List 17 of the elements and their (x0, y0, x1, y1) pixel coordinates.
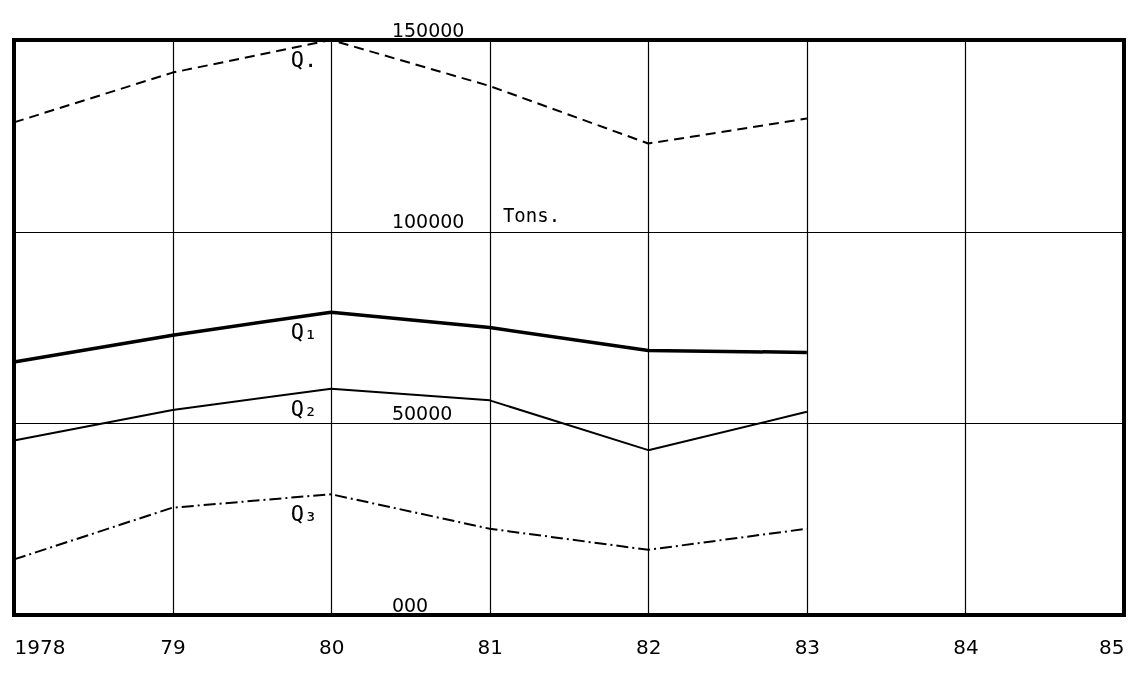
series-label: Q₂ (290, 395, 318, 421)
x-tick-label: 81 (477, 634, 503, 659)
x-tick-label: 85 (1099, 634, 1125, 659)
series-label: Q₃ (290, 501, 318, 527)
x-tick-label: 80 (318, 634, 345, 659)
y-axis-title: Tons. (502, 204, 561, 227)
x-tick-label: 1978 (14, 634, 66, 659)
series-label: Q. (290, 47, 318, 72)
x-tick-label: 79 (160, 634, 186, 659)
y-tick-label: 000 (391, 593, 429, 616)
y-tick-label: 100000 (391, 210, 465, 233)
x-tick-label: 82 (636, 634, 662, 659)
y-tick-label: 150000 (391, 18, 465, 41)
series-label: Q₁ (290, 319, 318, 345)
x-tick-label: 84 (953, 634, 979, 659)
y-tick-label: 50000 (391, 401, 453, 424)
x-tick-label: 83 (794, 634, 821, 659)
